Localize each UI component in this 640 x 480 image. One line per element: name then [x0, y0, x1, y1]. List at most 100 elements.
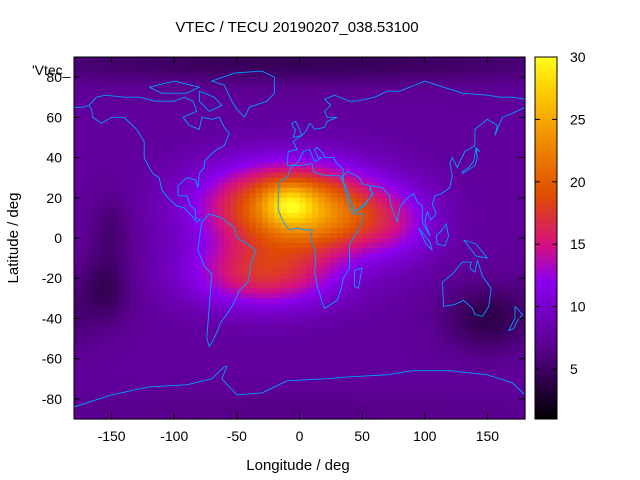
heatmap-cell — [393, 142, 401, 149]
heatmap-cell — [481, 97, 489, 103]
heatmap-cell — [506, 338, 514, 345]
heatmap-cell — [330, 77, 338, 83]
heatmap-cell — [205, 182, 213, 189]
heatmap-cell — [506, 393, 514, 400]
heatmap-cell — [393, 253, 401, 259]
heatmap-cell — [349, 388, 357, 395]
heatmap-cell — [405, 222, 413, 229]
heatmap-cell — [512, 137, 520, 144]
heatmap-cell — [305, 62, 313, 68]
heatmap-cell — [199, 293, 207, 299]
heatmap-cell — [462, 323, 470, 330]
heatmap-cell — [74, 77, 81, 83]
heatmap-cell — [130, 162, 138, 169]
heatmap-cell — [337, 77, 344, 83]
heatmap-cell — [362, 398, 369, 405]
heatmap-cell — [186, 152, 194, 159]
heatmap-cell — [456, 328, 463, 335]
heatmap-cell — [305, 253, 313, 259]
heatmap-cell — [268, 162, 276, 169]
heatmap-cell — [199, 87, 207, 93]
heatmap-cell — [468, 308, 476, 315]
heatmap-cell — [224, 117, 232, 123]
heatmap-cell — [193, 82, 200, 88]
heatmap-cell — [92, 102, 100, 108]
heatmap-cell — [211, 202, 219, 209]
heatmap-cell — [136, 62, 144, 68]
heatmap-cell — [387, 338, 395, 345]
heatmap-cell — [80, 238, 88, 244]
heatmap-cell — [462, 318, 470, 325]
heatmap-cell — [343, 212, 351, 219]
heatmap-cell — [474, 383, 482, 390]
heatmap-cell — [249, 318, 257, 325]
heatmap-cell — [261, 202, 269, 209]
heatmap-cell — [405, 263, 413, 269]
heatmap-cell — [205, 273, 213, 279]
heatmap-cell — [374, 172, 382, 179]
heatmap-cell — [474, 162, 482, 169]
heatmap-cell — [117, 142, 125, 149]
heatmap-cell — [431, 333, 438, 340]
heatmap-cell — [305, 217, 313, 224]
heatmap-cell — [374, 122, 382, 128]
heatmap-cell — [167, 97, 175, 103]
heatmap-cell — [230, 227, 238, 234]
heatmap-cell — [243, 127, 250, 134]
heatmap-cell — [280, 318, 288, 325]
heatmap-cell — [255, 273, 263, 279]
heatmap-cell — [437, 117, 445, 123]
heatmap-cell — [362, 117, 369, 123]
heatmap-cell — [418, 293, 426, 299]
heatmap-cell — [387, 393, 395, 400]
heatmap-cell — [236, 403, 244, 410]
heatmap-cell — [493, 268, 501, 274]
heatmap-cell — [418, 333, 426, 340]
heatmap-cell — [286, 122, 294, 128]
heatmap-cell — [393, 298, 401, 304]
heatmap-cell — [449, 338, 457, 345]
heatmap-cell — [412, 363, 420, 370]
heatmap-cell — [412, 92, 420, 98]
heatmap-cell — [249, 132, 257, 139]
heatmap-cell — [193, 232, 200, 239]
heatmap-cell — [512, 182, 520, 189]
heatmap-cell — [481, 398, 489, 405]
heatmap-cell — [218, 338, 225, 345]
heatmap-cell — [330, 263, 338, 269]
heatmap-cell — [236, 192, 244, 199]
heatmap-cell — [330, 368, 338, 375]
heatmap-cell — [124, 243, 131, 249]
heatmap-cell — [337, 152, 344, 159]
heatmap-cell — [255, 368, 263, 375]
heatmap-cell — [337, 227, 344, 234]
heatmap-cell — [142, 353, 150, 360]
heatmap-cell — [355, 217, 363, 224]
heatmap-cell — [180, 353, 188, 360]
heatmap-cell — [136, 298, 144, 304]
heatmap-cell — [518, 283, 526, 289]
heatmap-cell — [487, 263, 495, 269]
heatmap-cell — [99, 348, 106, 355]
heatmap-cell — [255, 398, 263, 405]
heatmap-cell — [105, 238, 113, 244]
heatmap-cell — [124, 328, 131, 335]
heatmap-cell — [474, 192, 482, 199]
heatmap-cell — [424, 162, 432, 169]
heatmap-cell — [374, 157, 382, 164]
heatmap-cell — [355, 258, 363, 264]
heatmap-cell — [405, 338, 413, 345]
heatmap-cell — [286, 77, 294, 83]
heatmap-cell — [305, 177, 313, 184]
heatmap-cell — [224, 172, 232, 179]
heatmap-cell — [481, 192, 489, 199]
heatmap-cell — [130, 338, 138, 345]
heatmap-cell — [337, 338, 344, 345]
heatmap-cell — [255, 303, 263, 309]
heatmap-cell — [405, 202, 413, 209]
heatmap-cell — [462, 127, 470, 134]
heatmap-cell — [261, 308, 269, 315]
heatmap-cell — [468, 77, 476, 83]
heatmap-cell — [293, 217, 301, 224]
heatmap-cell — [487, 313, 495, 320]
